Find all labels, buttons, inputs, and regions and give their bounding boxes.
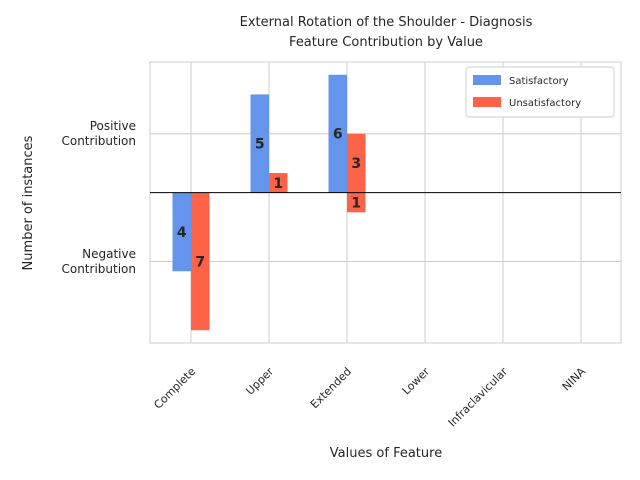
y-axis-label: Number of instances	[21, 135, 36, 270]
value-label: 1	[351, 196, 361, 212]
bar	[269, 173, 288, 193]
legend-swatch	[473, 75, 501, 85]
bar	[191, 192, 210, 331]
x-tick-label: Complete	[151, 365, 198, 412]
x-tick-label: NINA	[560, 365, 589, 394]
legend-swatch	[473, 97, 501, 107]
value-label: 6	[333, 127, 343, 143]
bar	[172, 192, 191, 272]
x-axis-label: Values of Feature	[330, 446, 442, 461]
value-label: 4	[177, 225, 187, 241]
value-label: 3	[351, 156, 361, 172]
bar	[347, 133, 366, 193]
value-label: 5	[255, 137, 265, 153]
chart-title: Feature Contribution by Value	[289, 35, 483, 50]
bar	[347, 192, 366, 213]
legend-label: Unsatisfactory	[509, 98, 581, 109]
bar	[250, 94, 269, 193]
x-tick-label: Extended	[308, 365, 354, 411]
value-label: 7	[195, 254, 205, 270]
y-tick-label: Negative Contribution	[61, 247, 136, 276]
x-tick-label: Upper	[243, 365, 276, 398]
x-tick-label: Lower	[400, 365, 433, 398]
chart-title: External Rotation of the Shoulder - Diag…	[240, 15, 533, 30]
value-label: 1	[273, 176, 283, 192]
bar	[328, 74, 347, 193]
x-tick-label: Infraclavicular	[446, 365, 511, 430]
y-tick-label: Positive Contribution	[61, 119, 136, 148]
legend-box	[465, 66, 615, 118]
legend-label: Satisfactory	[509, 76, 569, 87]
plot-frame	[149, 61, 622, 344]
